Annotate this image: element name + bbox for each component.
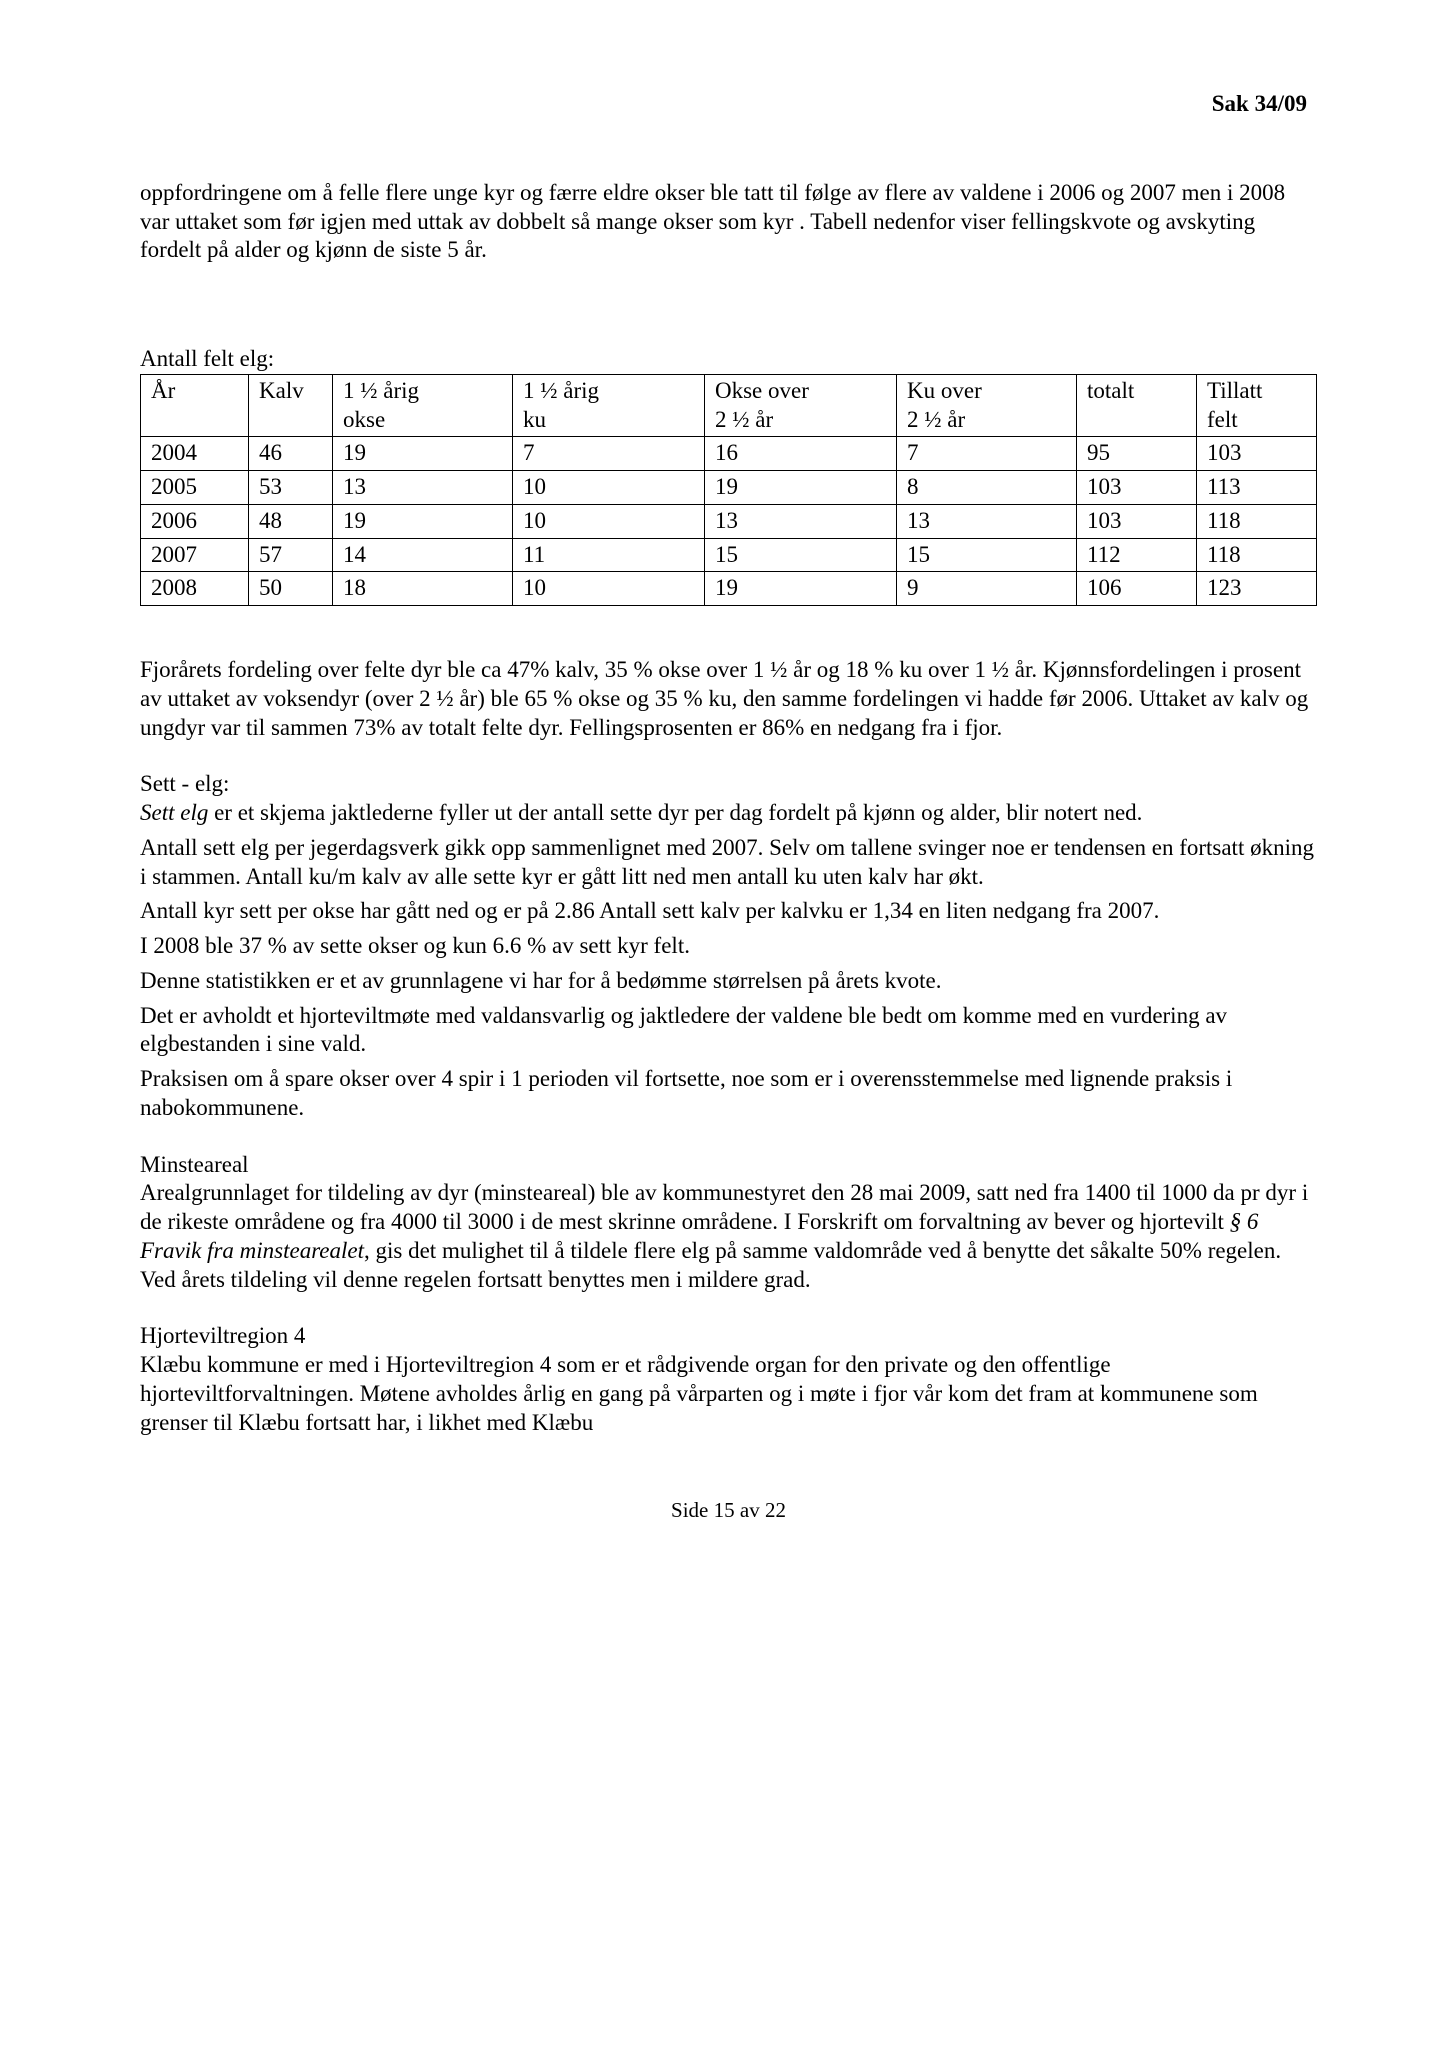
sett-p5: Det er avholdt et hjorteviltmøte med val…	[140, 1002, 1317, 1060]
hjorteviltregion-paragraph: Klæbu kommune er med i Hjorteviltregion …	[140, 1351, 1317, 1437]
sett-p4: Denne statistikken er et av grunnlagene …	[140, 967, 1317, 996]
th-ku25: Ku over2 ½ år	[897, 374, 1077, 437]
cell: 19	[333, 504, 513, 538]
table-row: 2008 50 18 10 19 9 106 123	[141, 572, 1317, 606]
cell: 2004	[141, 437, 249, 471]
cell: 14	[333, 538, 513, 572]
cell: 13	[897, 504, 1077, 538]
table-row: 2004 46 19 7 16 7 95 103	[141, 437, 1317, 471]
th-okse15: 1 ½ årigokse	[333, 374, 513, 437]
cell: 106	[1077, 572, 1197, 606]
cell: 2005	[141, 471, 249, 505]
hjorteviltregion-heading: Hjorteviltregion 4	[140, 1322, 1317, 1351]
cell: 16	[705, 437, 897, 471]
cell: 103	[1197, 437, 1317, 471]
cell: 118	[1197, 538, 1317, 572]
cell: 10	[513, 572, 705, 606]
cell: 123	[1197, 572, 1317, 606]
cell: 11	[513, 538, 705, 572]
cell: 8	[897, 471, 1077, 505]
table-header-row: År Kalv 1 ½ årigokse 1 ½ årigku Okse ove…	[141, 374, 1317, 437]
table-title: Antall felt elg:	[140, 345, 1317, 374]
cell: 9	[897, 572, 1077, 606]
th-totalt: totalt	[1077, 374, 1197, 437]
cell: 2008	[141, 572, 249, 606]
cell: 13	[333, 471, 513, 505]
sett-elg-heading: Sett - elg:	[140, 770, 1317, 799]
table-row: 2006 48 19 10 13 13 103 118	[141, 504, 1317, 538]
cell: 95	[1077, 437, 1197, 471]
cell: 2007	[141, 538, 249, 572]
th-ku15: 1 ½ årigku	[513, 374, 705, 437]
cell: 2006	[141, 504, 249, 538]
th-okse25: Okse over2 ½ år	[705, 374, 897, 437]
cell: 7	[897, 437, 1077, 471]
page-header-sak: Sak 34/09	[140, 90, 1317, 119]
th-kalv: Kalv	[249, 374, 333, 437]
intro-paragraph: oppfordringene om å felle flere unge kyr…	[140, 179, 1317, 265]
table-row: 2007 57 14 11 15 15 112 118	[141, 538, 1317, 572]
cell: 19	[333, 437, 513, 471]
cell: 7	[513, 437, 705, 471]
sett-p1: Antall sett elg per jegerdagsverk gikk o…	[140, 834, 1317, 892]
cell: 103	[1077, 504, 1197, 538]
sett-p6: Praksisen om å spare okser over 4 spir i…	[140, 1065, 1317, 1123]
cell: 113	[1197, 471, 1317, 505]
cell: 19	[705, 471, 897, 505]
cell: 19	[705, 572, 897, 606]
cell: 15	[705, 538, 897, 572]
cell: 10	[513, 471, 705, 505]
fjorarets-paragraph: Fjorårets fordeling over felte dyr ble c…	[140, 656, 1317, 742]
felt-elg-table: År Kalv 1 ½ årigokse 1 ½ årigku Okse ove…	[140, 374, 1317, 606]
cell: 15	[897, 538, 1077, 572]
cell: 112	[1077, 538, 1197, 572]
cell: 50	[249, 572, 333, 606]
cell: 57	[249, 538, 333, 572]
page-footer: Side 15 av 22	[140, 1497, 1317, 1523]
cell: 53	[249, 471, 333, 505]
sett-p2: Antall kyr sett per okse har gått ned og…	[140, 897, 1317, 926]
minsteareal-paragraph: Arealgrunnlaget for tildeling av dyr (mi…	[140, 1179, 1317, 1294]
cell: 103	[1077, 471, 1197, 505]
cell: 13	[705, 504, 897, 538]
cell: 46	[249, 437, 333, 471]
th-tillatt: Tillattfelt	[1197, 374, 1317, 437]
cell: 10	[513, 504, 705, 538]
sett-p3: I 2008 ble 37 % av sette okser og kun 6.…	[140, 932, 1317, 961]
cell: 118	[1197, 504, 1317, 538]
minsteareal-heading: Minsteareal	[140, 1151, 1317, 1180]
cell: 48	[249, 504, 333, 538]
sett-elg-lead: Sett elg er et skjema jaktlederne fyller…	[140, 799, 1317, 828]
cell: 18	[333, 572, 513, 606]
th-ar: År	[141, 374, 249, 437]
table-row: 2005 53 13 10 19 8 103 113	[141, 471, 1317, 505]
